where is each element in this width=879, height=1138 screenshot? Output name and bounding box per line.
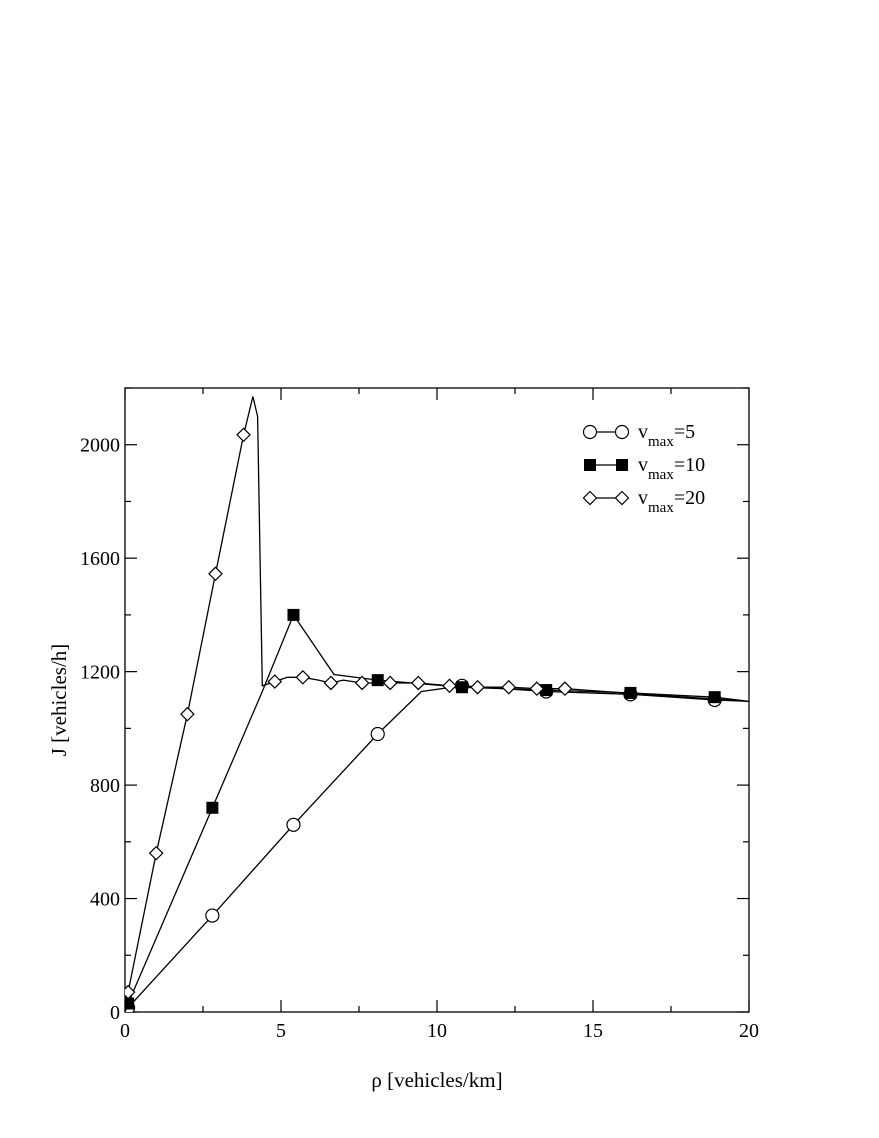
series-v-max-10 bbox=[125, 608, 749, 1012]
legend-marker bbox=[614, 424, 630, 440]
data-point bbox=[295, 669, 311, 685]
data-point bbox=[287, 608, 300, 621]
legend-label: vmax=20 bbox=[638, 487, 705, 516]
data-point bbox=[370, 726, 385, 742]
y-tick-label: 0 bbox=[110, 1002, 120, 1024]
data-point bbox=[442, 678, 457, 694]
x-tick-label: 5 bbox=[276, 1020, 286, 1042]
data-point bbox=[206, 801, 219, 814]
data-point bbox=[382, 675, 398, 691]
y-tick-label: 1600 bbox=[80, 548, 120, 570]
series-line bbox=[125, 685, 749, 1012]
x-tick-label: 15 bbox=[583, 1020, 603, 1042]
x-axis-title: ρ [vehicles/km] bbox=[371, 1068, 502, 1092]
data-point bbox=[708, 691, 721, 704]
legend-marker bbox=[584, 459, 596, 471]
y-tick-label: 400 bbox=[90, 889, 120, 911]
data-point bbox=[148, 845, 164, 861]
axis-ticks: 0 5 10 15 20 0 400 800 1200 1600 2000 bbox=[80, 387, 759, 1042]
data-point bbox=[470, 679, 485, 695]
data-point bbox=[410, 675, 426, 691]
data-point bbox=[208, 566, 223, 582]
legend: vmax=5 vmax=10 vmax=20 bbox=[582, 421, 705, 516]
y-tick-label: 800 bbox=[90, 775, 120, 797]
data-point bbox=[501, 679, 517, 695]
data-point bbox=[236, 427, 251, 443]
data-point bbox=[323, 675, 339, 691]
data-point bbox=[286, 817, 301, 832]
series-v-max-20 bbox=[125, 396, 749, 1012]
legend-item: vmax=10 bbox=[584, 454, 705, 483]
x-tick-label: 0 bbox=[120, 1020, 130, 1042]
series-v-max-5 bbox=[125, 678, 749, 1012]
data-point bbox=[205, 908, 220, 923]
legend-marker bbox=[582, 424, 598, 440]
legend-item: vmax=20 bbox=[582, 487, 705, 516]
data-point bbox=[529, 681, 545, 697]
series-line bbox=[125, 396, 749, 1012]
x-tick-label: 10 bbox=[427, 1020, 447, 1042]
data-point bbox=[557, 681, 573, 697]
data-point bbox=[125, 984, 136, 1000]
legend-label: vmax=5 bbox=[638, 421, 695, 450]
legend-label: vmax=10 bbox=[638, 454, 705, 483]
y-tick-label: 2000 bbox=[80, 435, 120, 457]
data-point bbox=[371, 674, 384, 687]
series-layer bbox=[125, 396, 749, 1012]
data-point bbox=[354, 675, 370, 691]
series-line bbox=[125, 613, 749, 1012]
legend-item: vmax=5 bbox=[582, 421, 695, 450]
data-point bbox=[180, 706, 195, 722]
legend-marker bbox=[582, 490, 598, 506]
legend-marker bbox=[616, 459, 628, 471]
y-axis-title: J [vehicles/h] bbox=[47, 644, 71, 757]
x-tick-label: 20 bbox=[739, 1020, 759, 1042]
data-point bbox=[125, 997, 135, 1010]
y-tick-label: 1200 bbox=[80, 662, 120, 684]
legend-marker bbox=[614, 490, 630, 506]
data-point bbox=[267, 674, 283, 689]
